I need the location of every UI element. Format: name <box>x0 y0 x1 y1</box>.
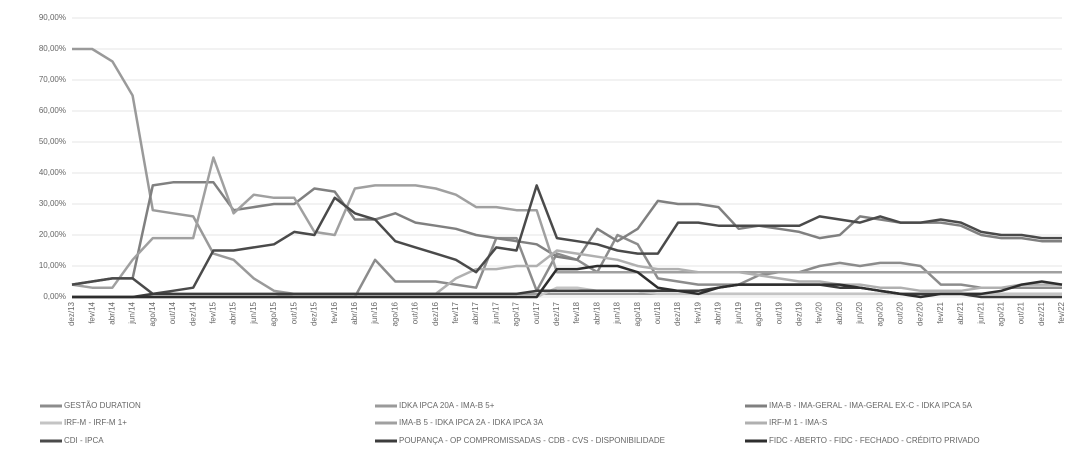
y-tick-label: 40,00% <box>39 168 66 177</box>
x-tick-label: dez/17 <box>552 301 561 326</box>
x-tick-label: abr/14 <box>108 301 117 324</box>
x-tick-label: ago/21 <box>996 301 1005 326</box>
x-tick-label: fev/19 <box>693 301 702 323</box>
x-tick-label: ago/19 <box>754 301 763 326</box>
x-tick-label: dez/19 <box>794 301 803 326</box>
x-tick-label: jun/17 <box>491 301 500 324</box>
x-tick-label: dez/16 <box>431 301 440 326</box>
x-tick-label: dez/21 <box>1037 301 1046 326</box>
x-tick-label: dez/20 <box>916 301 925 326</box>
x-tick-label: fev/22 <box>1057 301 1066 323</box>
x-tick-label: abr/16 <box>350 301 359 324</box>
y-tick-label: 0,00% <box>43 292 66 301</box>
series-line <box>71 156 1062 289</box>
legend-label: FIDC - ABERTO - FIDC - FECHADO - CRÉDITO… <box>769 436 980 445</box>
x-tick-label: abr/17 <box>471 301 480 324</box>
x-tick-label: out/17 <box>532 301 541 324</box>
x-tick-label: jun/18 <box>613 301 622 324</box>
y-tick-label: 70,00% <box>39 75 66 84</box>
legend-label: IDKA IPCA 20A - IMA-B 5+ <box>399 401 495 410</box>
x-tick-label: jun/14 <box>128 301 137 324</box>
y-tick-label: 10,00% <box>39 261 66 270</box>
x-tick-label: out/21 <box>1017 301 1026 324</box>
x-tick-label: out/16 <box>411 301 420 324</box>
x-tick-label: fev/21 <box>936 301 945 323</box>
y-tick-label: 20,00% <box>39 230 66 239</box>
x-tick-label: fev/17 <box>451 301 460 323</box>
x-tick-label: dez/13 <box>67 301 76 326</box>
legend-label: IMA-B - IMA-GERAL - IMA-GERAL EX-C - IDK… <box>769 401 973 410</box>
x-tick-label: out/14 <box>168 301 177 324</box>
x-tick-label: fev/14 <box>87 301 96 323</box>
x-tick-label: abr/15 <box>229 301 238 324</box>
x-tick-label: ago/15 <box>269 301 278 326</box>
legend-label: IRF-M 1 - IMA-S <box>769 418 827 427</box>
x-tick-label: fev/18 <box>572 301 581 323</box>
x-tick-label: abr/21 <box>956 301 965 324</box>
legend-label: POUPANÇA - OP COMPROMISSADAS - CDB - CVS… <box>399 436 665 445</box>
x-tick-label: ago/17 <box>512 301 521 326</box>
x-tick-label: fev/20 <box>815 301 824 323</box>
x-tick-label: out/18 <box>653 301 662 324</box>
x-tick-label: dez/15 <box>310 301 319 326</box>
x-tick-label: ago/20 <box>875 301 884 326</box>
x-tick-label: jun/20 <box>855 301 864 324</box>
y-tick-label: 30,00% <box>39 199 66 208</box>
x-tick-label: ago/14 <box>148 301 157 326</box>
x-tick-label: fev/15 <box>209 301 218 323</box>
x-tick-label: dez/14 <box>188 301 197 326</box>
y-tick-label: 90,00% <box>39 13 66 22</box>
x-tick-label: ago/16 <box>390 301 399 326</box>
x-tick-label: jun/15 <box>249 301 258 324</box>
y-tick-label: 60,00% <box>39 106 66 115</box>
x-tick-label: dez/18 <box>673 301 682 326</box>
x-tick-label: out/15 <box>289 301 298 324</box>
x-tick-label: jun/19 <box>734 301 743 324</box>
x-tick-label: jun/21 <box>976 301 985 324</box>
x-tick-label: abr/19 <box>714 301 723 324</box>
series-line <box>72 264 1063 299</box>
series-line <box>71 184 1062 296</box>
x-tick-label: abr/18 <box>592 301 601 324</box>
y-tick-label: 80,00% <box>39 44 66 53</box>
x-tick-label: out/19 <box>774 301 783 324</box>
legend-label: CDI - IPCA <box>64 436 104 445</box>
legend-label: IRF-M - IRF-M 1+ <box>64 418 127 427</box>
legend-label: GESTÃO DURATION <box>64 401 141 410</box>
y-tick-label: 50,00% <box>39 137 66 146</box>
x-tick-label: jun/16 <box>370 301 379 324</box>
x-tick-label: out/20 <box>895 301 904 324</box>
x-tick-label: ago/18 <box>633 301 642 326</box>
x-tick-label: abr/20 <box>835 301 844 324</box>
x-tick-label: fev/16 <box>330 301 339 323</box>
legend-label: IMA-B 5 - IDKA IPCA 2A - IDKA IPCA 3A <box>399 418 544 427</box>
